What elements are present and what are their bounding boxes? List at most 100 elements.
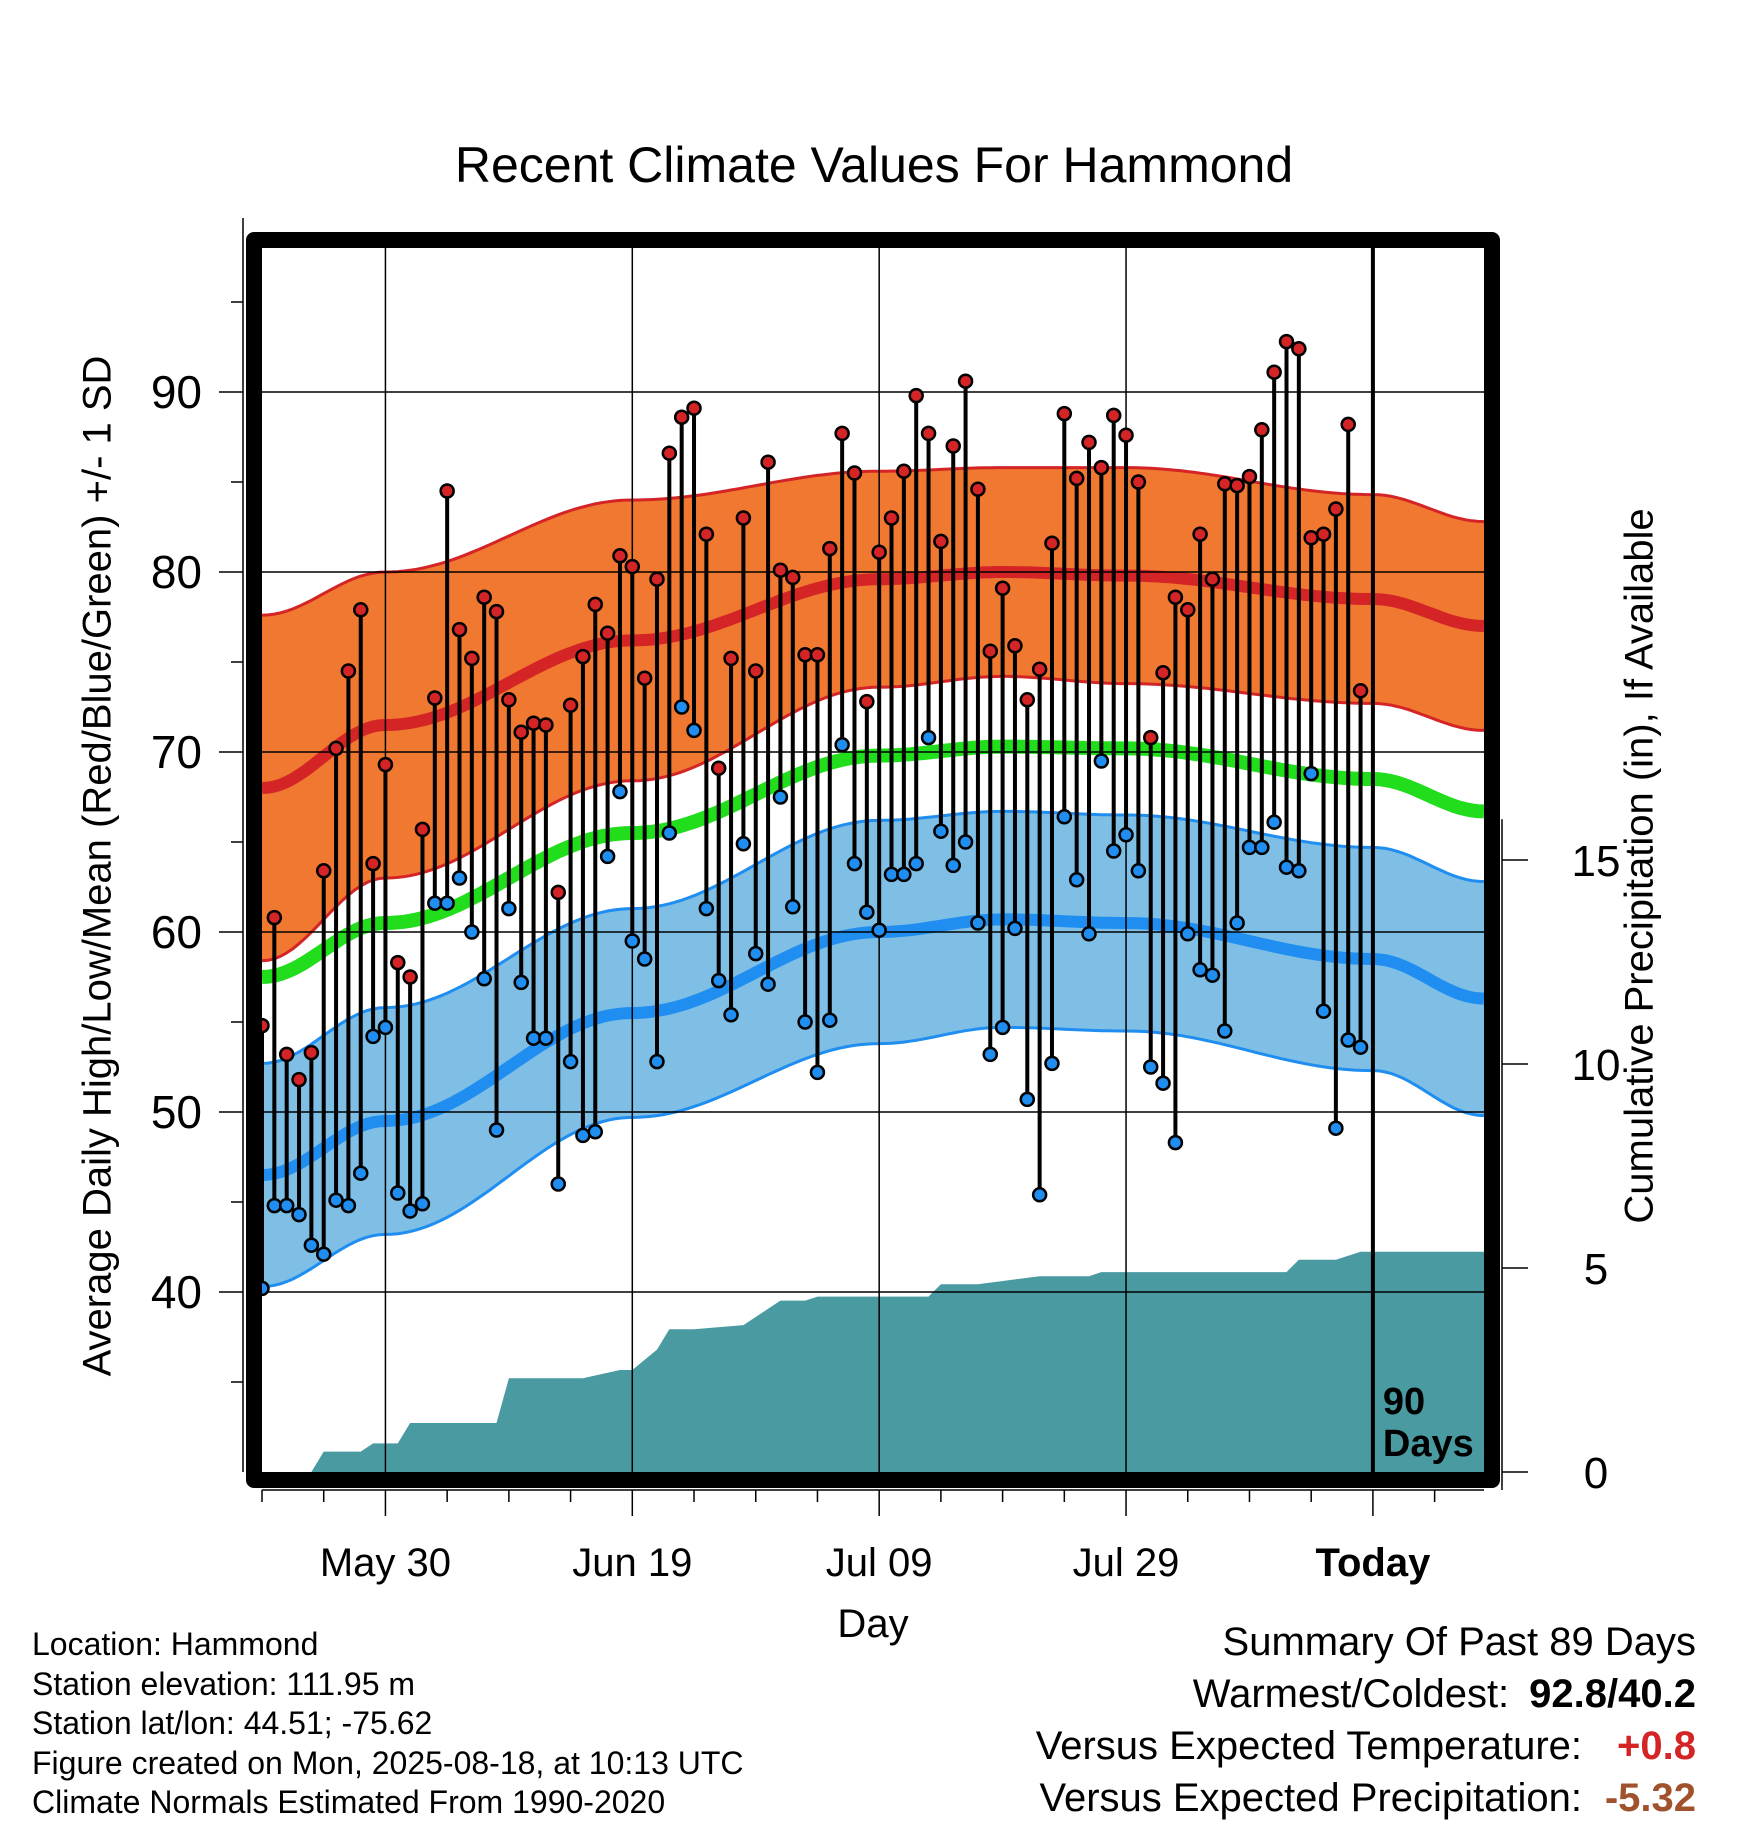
- daily-low-point: [1081, 926, 1097, 942]
- daily-low-point: [822, 1012, 838, 1028]
- daily-low-point: [945, 857, 961, 874]
- daily-high-point: [513, 724, 529, 740]
- daily-low-point: [636, 951, 653, 967]
- daily-low-point: [760, 976, 776, 992]
- daily-low-point: [846, 855, 863, 872]
- daily-high-point: [402, 969, 418, 985]
- daily-high-point: [822, 540, 838, 557]
- elevation-text: Station elevation: 111.95 m: [32, 1665, 416, 1702]
- daily-high-point: [1118, 427, 1134, 443]
- daily-low-point: [785, 899, 801, 915]
- daily-high-point: [772, 562, 789, 578]
- daily-high-point: [1180, 602, 1196, 618]
- daily-high-point: [994, 580, 1011, 596]
- y-right-tick-label: 5: [1584, 1245, 1608, 1294]
- daily-high-point: [501, 692, 517, 708]
- daily-high-point: [390, 954, 406, 971]
- high-band-upper-edge: [261, 466, 1485, 617]
- daily-low-point: [661, 825, 678, 841]
- daily-high-point: [550, 884, 566, 901]
- daily-low-point: [1167, 1134, 1184, 1151]
- x-axis-label: Day: [837, 1602, 909, 1646]
- daily-high-point: [1192, 526, 1208, 542]
- daily-low-point: [587, 1124, 604, 1140]
- summary-panel: Summary Of Past 89 Days Warmest/Coldest:…: [1036, 1616, 1696, 1824]
- daily-low-point: [710, 972, 727, 989]
- daily-high-point: [1291, 341, 1307, 357]
- vs-temp-value: +0.8: [1617, 1724, 1696, 1768]
- y-tick-label: 50: [151, 1086, 202, 1138]
- daily-high-point: [661, 445, 678, 461]
- daily-low-point: [871, 922, 887, 938]
- daily-low-point: [439, 895, 455, 911]
- low-band-lower-edge: [261, 1025, 1485, 1289]
- summary-heading: Summary Of Past 89 Days: [1222, 1620, 1696, 1664]
- daily-high-point: [1105, 407, 1122, 424]
- daily-high-point: [1081, 434, 1097, 451]
- daily-low-point: [1031, 1187, 1048, 1203]
- daily-high-point: [698, 526, 715, 542]
- daily-low-point: [649, 1053, 665, 1070]
- daily-high-point: [599, 625, 616, 641]
- daily-high-point: [352, 602, 369, 618]
- normals-text: Climate Normals Estimated From 1990-2020: [32, 1784, 666, 1820]
- y-axis-right-label: Cumulative Precipitation (in), If Availa…: [1617, 508, 1662, 1224]
- y-right-tick-label: 0: [1584, 1449, 1608, 1498]
- daily-low-point: [834, 737, 850, 753]
- daily-high-point: [1019, 692, 1036, 708]
- daily-low-point: [513, 974, 529, 991]
- daily-high-point: [451, 621, 468, 638]
- latlon-text: Station lat/lon: 44.51; -75.62: [32, 1705, 433, 1741]
- daily-high-point: [710, 760, 727, 776]
- daily-high-point: [747, 663, 764, 679]
- daily-high-point: [1044, 535, 1060, 551]
- daily-low-point: [1056, 809, 1073, 825]
- cumulative-precip-area: [262, 1251, 1484, 1472]
- daily-high-point: [414, 821, 431, 838]
- daily-low-point: [402, 1203, 418, 1219]
- daily-high-point: [328, 740, 344, 757]
- daily-low-point: [1019, 1091, 1036, 1108]
- daily-low-point: [1266, 814, 1282, 830]
- daily-low-point: [859, 904, 875, 920]
- daily-low-point: [908, 855, 924, 872]
- daily-high-point: [945, 438, 961, 454]
- daily-low-point: [723, 1007, 739, 1023]
- daily-high-point: [797, 647, 813, 663]
- daily-low-point: [266, 1197, 283, 1214]
- x-tick-label: Jun 19: [572, 1541, 692, 1585]
- axis-ticks: [219, 218, 1528, 1516]
- daily-low-point: [1241, 839, 1258, 856]
- daily-low-point: [933, 823, 949, 839]
- location-text: Location: Hammond: [32, 1626, 319, 1662]
- y-tick-label: 70: [151, 726, 202, 778]
- daily-high-point: [1217, 476, 1233, 492]
- daily-low-point: [1068, 872, 1085, 888]
- daily-low-point: [1291, 863, 1307, 879]
- daily-high-point: [427, 690, 443, 706]
- daily-range-stems: [260, 341, 1363, 1289]
- daily-low-point: [278, 1197, 295, 1214]
- daily-high-point: [1303, 530, 1319, 546]
- y-right-tick-label: 10: [1572, 1041, 1621, 1090]
- y-tick-label: 60: [151, 906, 202, 958]
- tick-labels: 40 50 60 70 80 90 0 5 10 15 May 30 Jun 19 Jul 09 Jul …: [151, 366, 1621, 1585]
- daily-high-point: [686, 400, 702, 416]
- daily-low-point: [328, 1192, 344, 1208]
- daily-low-point: [772, 789, 789, 805]
- y-tick-label: 40: [151, 1266, 202, 1318]
- daily-low-point: [377, 1019, 394, 1036]
- daily-low-point: [883, 866, 900, 883]
- precipitation-area: [262, 1251, 1484, 1472]
- daily-low-point: [1303, 765, 1319, 782]
- daily-high-point: [809, 647, 826, 663]
- daily-low-point: [365, 1028, 381, 1045]
- daily-high-point: [1142, 729, 1159, 746]
- daily-low-point: [624, 933, 641, 949]
- daily-low-point: [1044, 1055, 1060, 1072]
- daily-low-point: [673, 699, 690, 715]
- warmest-coldest-label: Warmest/Coldest:: [1192, 1672, 1510, 1716]
- daily-low-point: [1352, 1039, 1369, 1055]
- daily-high-point: [525, 715, 542, 731]
